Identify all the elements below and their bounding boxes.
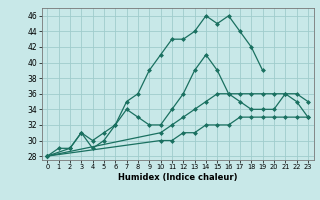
X-axis label: Humidex (Indice chaleur): Humidex (Indice chaleur) bbox=[118, 173, 237, 182]
